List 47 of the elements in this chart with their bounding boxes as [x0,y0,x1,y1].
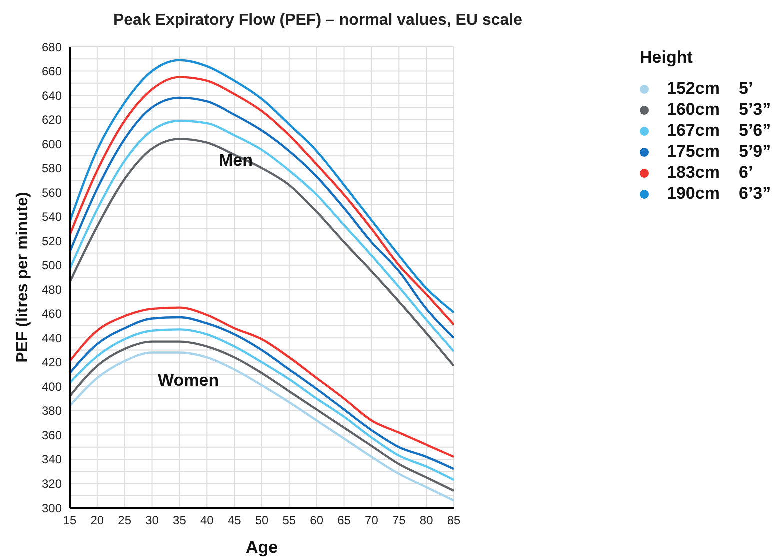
legend-label: 175cm 5’9” [667,141,772,162]
chart-title: Peak Expiratory Flow (PEF) – normal values, EU scale [112,12,524,30]
y-tick-label: 420 [42,356,62,370]
y-tick-label: 380 [42,404,62,418]
y-tick-label: 600 [42,137,62,152]
x-tick-label: 45 [228,514,242,528]
x-tick-label: 80 [420,514,434,528]
x-tick-label: 20 [90,514,104,528]
x-tick-label: 65 [338,514,352,528]
annotation: Women [158,371,220,391]
y-tick-label: 680 [42,40,62,54]
y-tick-label: 400 [42,380,62,394]
y-tick-label: 340 [42,452,62,467]
legend-label: 160cm 5’3” [667,99,772,120]
x-tick-label: 55 [282,514,296,528]
legend-label: 183cm 6’ [667,162,754,183]
legend-label: 190cm 6’3” [667,183,772,204]
x-tick-label: 50 [255,514,269,528]
y-tick-label: 560 [42,186,62,200]
y-axis-title: PEF (litres per minute) [14,192,32,363]
x-axis-title: Age [246,538,278,557]
x-tick-label: 70 [365,514,379,528]
y-tick-label: 660 [42,64,62,79]
x-tick-label: 85 [447,514,461,528]
legend-label: 152cm 5’ [667,78,754,99]
x-tick-label: 35 [173,514,187,528]
y-tick-label: 360 [42,428,62,442]
legend-title: Height [640,48,693,68]
y-tick-label: 440 [42,331,62,346]
y-tick-label: 640 [42,88,62,103]
x-tick-label: 60 [310,514,324,528]
legend-label: 167cm 5’6” [667,120,772,141]
x-tick-label: 25 [118,514,132,528]
y-tick-label: 300 [42,501,62,516]
y-tick-label: 460 [42,307,62,322]
annotation: Men [219,151,253,171]
x-tick-label: 75 [392,514,406,528]
y-tick-label: 540 [42,210,62,224]
x-tick-label: 40 [200,514,214,528]
y-tick-label: 320 [42,476,62,491]
y-tick-label: 480 [42,282,62,297]
y-tick-label: 580 [42,162,62,176]
y-tick-label: 520 [42,234,62,248]
x-tick-label: 15 [63,514,77,528]
y-tick-label: 500 [42,258,62,273]
y-tick-label: 620 [42,113,62,128]
x-tick-label: 30 [146,514,160,528]
